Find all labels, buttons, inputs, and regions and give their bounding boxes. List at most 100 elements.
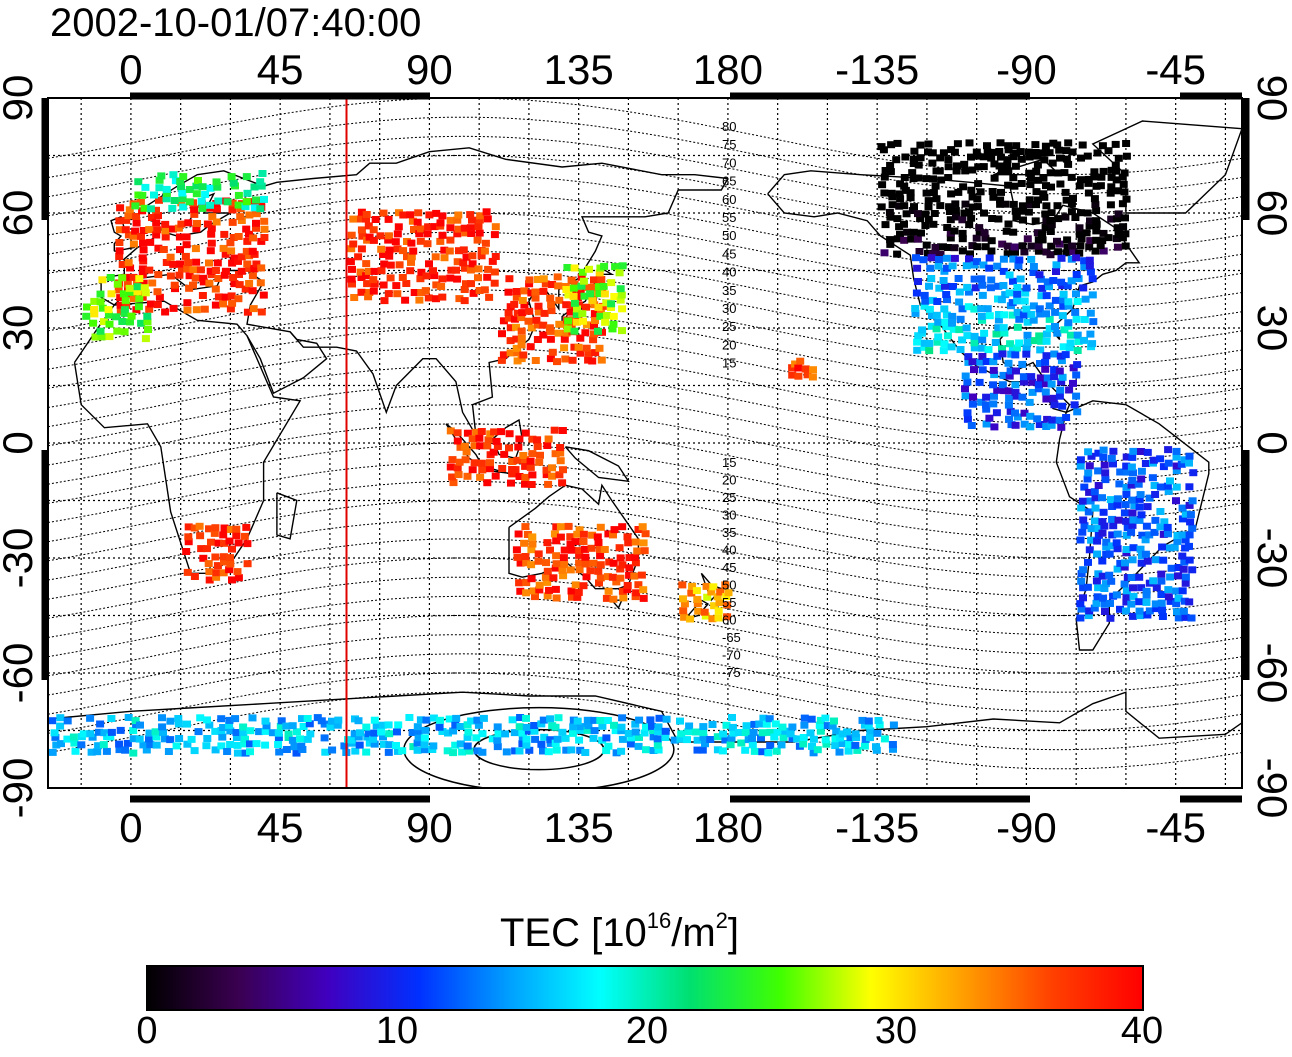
tec-cell <box>983 148 992 156</box>
tec-cell <box>184 538 193 546</box>
tec-cell <box>1015 315 1024 323</box>
tec-cell <box>1142 598 1151 606</box>
tec-cell <box>1042 182 1050 190</box>
tec-cell <box>547 307 556 315</box>
tec-cell <box>982 358 991 365</box>
tec-cell <box>962 262 971 270</box>
tec-cell <box>475 287 484 294</box>
tec-cell <box>559 554 568 562</box>
tec-cell <box>136 199 145 206</box>
tec-cell <box>578 310 587 318</box>
tec-cell <box>370 740 379 748</box>
tec-cell <box>1092 207 1101 215</box>
tec-cell <box>385 741 394 749</box>
tec-cell <box>166 253 175 261</box>
tec-cell <box>900 202 909 210</box>
tec-cell <box>558 566 567 574</box>
tec-cell <box>228 206 237 214</box>
tec-cell <box>1057 423 1066 431</box>
tec-cell <box>1027 310 1036 318</box>
tec-cell <box>461 456 470 464</box>
tec-cell <box>1118 200 1127 208</box>
tec-cell <box>970 366 978 374</box>
tec-cell <box>534 321 542 329</box>
tec-cell <box>1070 401 1079 409</box>
tec-cell <box>82 312 91 320</box>
tec-cell <box>1023 338 1032 346</box>
tec-cell <box>241 285 250 293</box>
contour-label: 60 <box>722 613 736 628</box>
tec-cell <box>181 252 190 260</box>
tec-cell <box>543 567 552 575</box>
tec-cell <box>1020 409 1029 417</box>
tec-cell <box>1104 147 1113 155</box>
tec-cell <box>161 233 170 241</box>
tec-cell <box>1122 491 1131 498</box>
tec-cell <box>1158 543 1167 551</box>
tec-cell <box>453 216 462 224</box>
contour-label: 80 <box>722 119 736 134</box>
tec-cell <box>1047 380 1056 388</box>
tec-cell <box>1128 612 1137 620</box>
tec-cell <box>56 722 65 730</box>
tec-cell <box>243 237 252 245</box>
tec-cell <box>575 566 584 574</box>
tec-cell <box>1034 242 1043 250</box>
tec-cell <box>193 220 201 227</box>
tec-cell <box>573 305 581 313</box>
tec-cell <box>221 250 230 258</box>
tec-cell <box>1107 183 1116 191</box>
tec-cell <box>1121 214 1129 222</box>
right-lat-tick: 60 <box>1249 190 1292 237</box>
tec-cell <box>1090 517 1099 525</box>
tec-cell <box>1187 614 1196 622</box>
tec-cell <box>955 326 964 334</box>
tec-cell <box>1181 510 1190 518</box>
tec-cell <box>1141 550 1150 558</box>
tec-cell <box>721 581 730 589</box>
tec-cell <box>131 227 140 235</box>
tec-cell <box>79 730 88 738</box>
tec-cell <box>607 300 616 308</box>
tec-cell <box>525 280 534 288</box>
tec-cell <box>488 735 497 743</box>
tec-cell <box>975 224 984 232</box>
colorbar-title: TEC [1016/m2] <box>500 908 740 955</box>
tec-cell <box>1166 573 1175 581</box>
tec-cell <box>104 311 113 319</box>
top-lon-tick: -135 <box>835 46 919 93</box>
tec-cell <box>97 333 106 341</box>
tec-cell <box>260 195 268 203</box>
tec-cell <box>588 531 597 539</box>
tec-cell <box>1127 481 1136 489</box>
tec-cell <box>137 232 145 240</box>
tec-cell <box>520 287 529 295</box>
tec-cell <box>831 742 840 749</box>
tec-cell <box>1122 607 1130 615</box>
tec-cell <box>468 252 477 260</box>
tec-cell <box>196 532 205 540</box>
tec-cell <box>468 466 477 474</box>
tec-cell <box>543 592 552 600</box>
tec-cell <box>598 302 607 310</box>
tec-cell <box>153 301 162 309</box>
tec-cell <box>1046 228 1055 235</box>
tec-cell <box>835 748 844 756</box>
tec-cell <box>597 356 606 364</box>
tec-cell <box>539 275 548 283</box>
tec-cell <box>438 275 447 283</box>
tec-cell <box>200 305 209 313</box>
tec-cell <box>1034 247 1043 255</box>
tec-cell <box>979 163 988 171</box>
tec-cell <box>550 426 559 434</box>
tec-cell <box>998 345 1006 353</box>
tec-cell <box>1130 502 1139 509</box>
tec-cell <box>425 260 433 268</box>
tec-cell <box>456 723 465 730</box>
tec-cell <box>467 280 475 288</box>
tec-cell <box>635 734 643 741</box>
tec-cell <box>1062 414 1071 421</box>
tec-cell <box>646 716 655 724</box>
tec-cell <box>1106 189 1115 197</box>
tec-cell <box>1166 597 1175 605</box>
